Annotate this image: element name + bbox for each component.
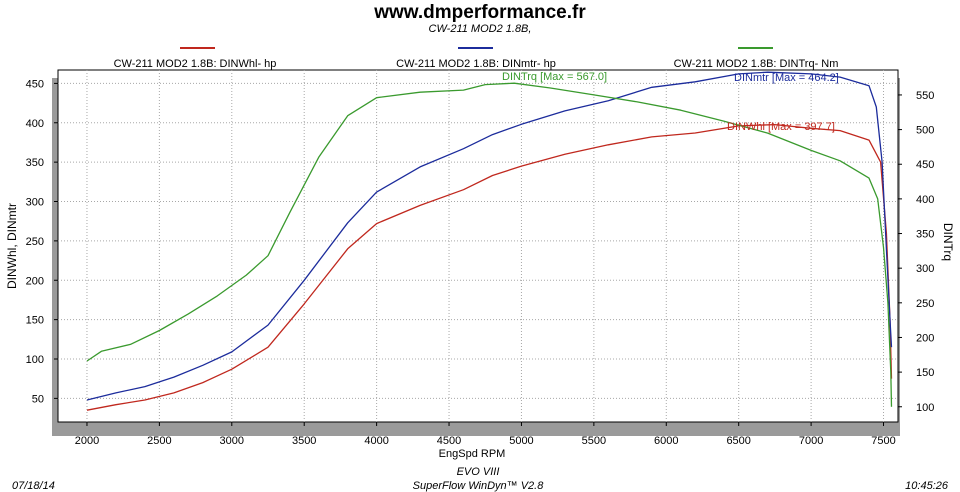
- y-left-tick-label: 450: [26, 78, 44, 90]
- y-axis-right-ticks: 100 150 200 250 300 350 400 450 500 550: [898, 90, 934, 414]
- x-tick-label: 2000: [75, 435, 99, 447]
- y-left-tick-label: 100: [26, 354, 44, 366]
- y-left-tick-label: 50: [32, 393, 44, 405]
- x-tick-label: 5500: [582, 435, 606, 447]
- y-right-tick-label: 250: [916, 298, 934, 310]
- y-right-tick-label: 100: [916, 402, 934, 414]
- footer-vehicle: EVO VIII: [457, 466, 500, 478]
- series-line-dinmtr: [86, 71, 893, 401]
- series-line-dintrq: [86, 82, 893, 407]
- annotation-dintrq-max: DINTrq [Max = 567.0]: [502, 71, 607, 83]
- y-right-tick-label: 400: [916, 194, 934, 206]
- y-right-tick-label: 300: [916, 263, 934, 275]
- y-right-tick-label: 150: [916, 367, 934, 379]
- y-left-tick-label: 300: [26, 197, 44, 209]
- x-axis-label: EngSpd RPM: [439, 448, 506, 460]
- y-right-tick-label: 500: [916, 125, 934, 137]
- x-tick-label: 6500: [726, 435, 750, 447]
- x-tick-label: 4000: [364, 435, 388, 447]
- y-right-tick-label: 200: [916, 332, 934, 344]
- y-axis-left-ticks: 50 100 150 200 250 300 350 400 450: [26, 78, 58, 405]
- x-tick-label: 3500: [292, 435, 316, 447]
- y-right-tick-label: 450: [916, 159, 934, 171]
- legend-label-dinmtr: CW-211 MOD2 1.8B: DINmtr- hp: [396, 58, 556, 70]
- y-left-tick-label: 200: [26, 275, 44, 287]
- y-left-tick-label: 400: [26, 118, 44, 130]
- y-left-tick-label: 250: [26, 236, 44, 248]
- x-tick-label: 6000: [654, 435, 678, 447]
- grid: [58, 70, 898, 422]
- footer-date: 07/18/14: [12, 480, 55, 492]
- plot-area: [57, 69, 899, 423]
- series-line-dinwhl: [86, 123, 893, 411]
- y-left-tick-label: 350: [26, 157, 44, 169]
- x-tick-label: 3000: [220, 435, 244, 447]
- chart-title: www.dmperformance.fr: [373, 2, 586, 23]
- annotation-dinmtr-max: DINmtr [Max = 464.2]: [734, 72, 839, 84]
- x-tick-label: 2500: [147, 435, 171, 447]
- x-tick-label: 5000: [509, 435, 533, 447]
- series-lines: [86, 71, 893, 411]
- footer-software: SuperFlow WinDyn™ V2.8: [413, 480, 545, 492]
- legend-label-dinwhl: CW-211 MOD2 1.8B: DINWhl- hp: [114, 58, 277, 70]
- legend-label-dintrq: CW-211 MOD2 1.8B: DINTrq- Nm: [674, 58, 839, 70]
- x-tick-label: 4500: [437, 435, 461, 447]
- legend: CW-211 MOD2 1.8B: DINWhl- hp CW-211 MOD2…: [114, 47, 839, 70]
- annotation-dinwhl-max: DINWhl [Max = 397.7]: [727, 121, 835, 133]
- x-tick-label: 7500: [871, 435, 895, 447]
- y-left-tick-label: 150: [26, 315, 44, 327]
- y-right-tick-label: 550: [916, 90, 934, 102]
- y-axis-right-label: DINTrq: [941, 223, 955, 261]
- y-right-tick-label: 350: [916, 229, 934, 241]
- footer-time: 10:45:26: [905, 480, 949, 492]
- chart-subtitle: CW-211 MOD2 1.8B,: [429, 23, 532, 35]
- x-axis-ticks: 2000 2500 3000 3500 4000 4500 5000 5500 6000 6500…: [75, 422, 896, 447]
- x-tick-label: 7000: [799, 435, 823, 447]
- y-axis-left-label: DINWhl, DINmtr: [5, 203, 19, 289]
